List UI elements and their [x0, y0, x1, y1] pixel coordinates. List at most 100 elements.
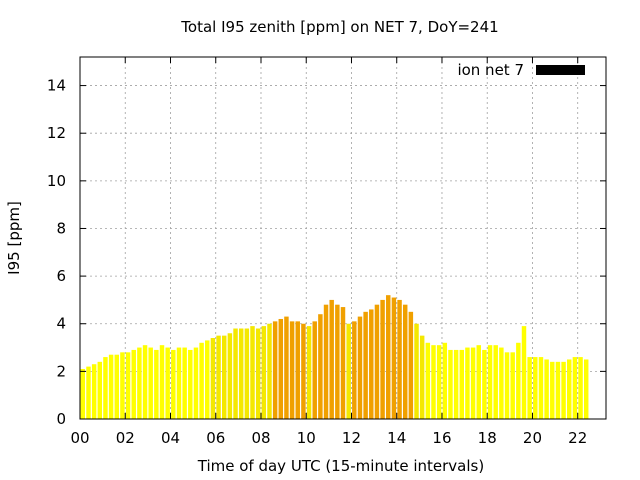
y-tick-label: 0 — [56, 410, 66, 428]
bar — [267, 323, 272, 419]
bar — [278, 318, 284, 419]
bar — [80, 368, 86, 419]
x-tick-label: 04 — [161, 429, 180, 447]
y-tick-label: 8 — [56, 219, 66, 237]
bar — [171, 349, 176, 419]
legend-swatch — [536, 65, 585, 75]
bar — [250, 326, 255, 419]
bar — [255, 328, 261, 419]
bar — [289, 321, 295, 419]
grid — [80, 57, 606, 419]
bar — [284, 316, 289, 419]
bar — [374, 304, 380, 419]
bar — [363, 311, 368, 419]
x-tick-label: 06 — [206, 429, 225, 447]
bar — [583, 359, 589, 419]
x-tick-labels: 00 02 04 06 08 10 12 14 16 18 20 22 — [70, 429, 587, 447]
bar — [108, 354, 114, 419]
bar — [346, 323, 351, 419]
bar — [205, 340, 210, 419]
bar — [86, 366, 91, 419]
bar — [414, 323, 419, 419]
bar — [391, 297, 397, 419]
bar — [408, 311, 414, 419]
bar — [555, 361, 561, 419]
x-tick-label: 00 — [70, 429, 89, 447]
bar — [436, 345, 442, 419]
bar — [567, 359, 572, 419]
bar — [510, 352, 515, 419]
y-tick-label: 14 — [47, 77, 66, 95]
bar — [572, 357, 578, 419]
y-tick-label: 4 — [56, 315, 66, 333]
x-tick-label: 14 — [387, 429, 406, 447]
bar — [238, 328, 244, 419]
bar — [470, 347, 476, 419]
y-tick-label: 10 — [47, 172, 66, 190]
bar — [521, 326, 527, 419]
bar — [550, 361, 555, 419]
bar — [442, 342, 448, 419]
bar — [487, 345, 493, 419]
x-tick-label: 16 — [432, 429, 451, 447]
axis-ticks — [79, 57, 606, 420]
bar — [527, 357, 532, 419]
bar — [476, 345, 481, 419]
bar — [323, 304, 329, 419]
legend-label: ion net 7 — [457, 61, 524, 79]
x-tick-label: 20 — [523, 429, 542, 447]
bar — [448, 349, 453, 419]
bar — [425, 342, 431, 419]
bar — [318, 314, 323, 419]
bar — [301, 323, 306, 419]
bar — [142, 345, 148, 419]
bar — [120, 352, 125, 419]
bar — [295, 321, 300, 419]
bar — [159, 345, 165, 419]
bar — [386, 295, 391, 419]
bar — [216, 335, 221, 419]
bar — [114, 354, 119, 419]
x-tick-label: 02 — [116, 429, 135, 447]
bar — [504, 352, 510, 419]
bar — [199, 342, 204, 419]
bar — [380, 299, 385, 419]
bar — [352, 321, 357, 419]
y-tick-labels: 0 2 4 6 8 10 12 14 — [47, 77, 66, 428]
bar — [244, 328, 250, 419]
bar — [222, 335, 227, 419]
x-tick-label: 22 — [568, 429, 587, 447]
bar — [369, 309, 374, 419]
bar — [97, 361, 103, 419]
bar — [357, 316, 363, 419]
bar — [176, 347, 182, 419]
bar — [544, 359, 549, 419]
bar — [103, 357, 108, 419]
y-tick-label: 2 — [56, 362, 66, 380]
y-tick-label: 6 — [56, 267, 66, 285]
bar — [233, 328, 238, 419]
chart-title: Total I95 zenith [ppm] on NET 7, DoY=241 — [180, 18, 498, 36]
bar — [538, 357, 544, 419]
bar — [312, 321, 317, 419]
bar — [482, 349, 487, 419]
bar — [340, 307, 346, 419]
bar — [91, 364, 97, 419]
bar — [188, 349, 193, 419]
bar — [465, 347, 470, 419]
bar — [210, 338, 216, 419]
x-tick-label: 10 — [297, 429, 316, 447]
bar — [419, 335, 425, 419]
bar — [154, 349, 159, 419]
bar — [272, 321, 278, 419]
x-tick-label: 12 — [342, 429, 361, 447]
bar — [493, 345, 498, 419]
bars — [80, 295, 589, 419]
bar — [453, 349, 459, 419]
bar — [227, 333, 233, 419]
y-tick-label: 12 — [47, 124, 66, 142]
bar — [397, 299, 402, 419]
bar — [431, 345, 436, 419]
x-axis-label: Time of day UTC (15-minute intervals) — [197, 457, 484, 475]
